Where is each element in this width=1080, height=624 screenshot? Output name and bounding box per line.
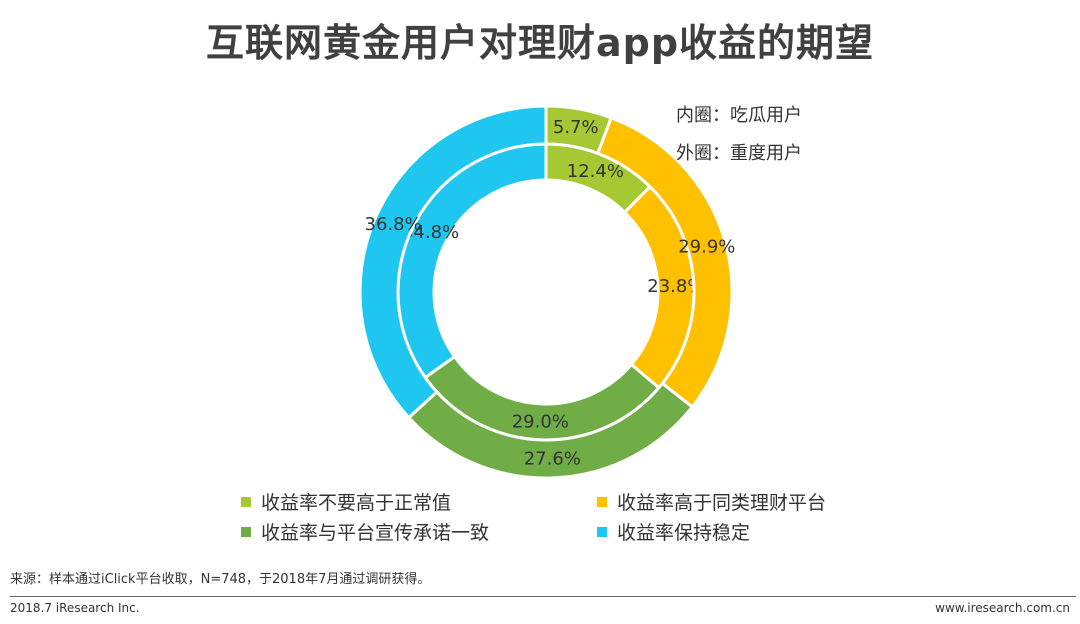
- legend-item-1: 收益率不要高于正常值: [241, 488, 451, 515]
- legend-label-2: 收益率高于同类理财平台: [617, 492, 827, 514]
- inner-ring-label-4: 34.8%: [402, 222, 459, 243]
- chart-title: 互联网黄金用户对理财app收益的期望: [205, 21, 875, 65]
- legend-label-1: 收益率不要高于正常值: [261, 492, 452, 514]
- inner-ring-label-3: 29.0%: [512, 411, 569, 432]
- footer-website: www.iresearch.com.cn: [935, 601, 1070, 615]
- legend-swatch-1: [241, 496, 251, 507]
- legend-item-4: 收益率保持稳定: [597, 518, 750, 545]
- legend-swatch-2: [597, 496, 607, 507]
- outer-ring-label-2: 29.9%: [678, 236, 735, 257]
- inner-ring-label-2: 23.8%: [647, 276, 704, 297]
- outer-ring-note: 外圈：重度用户: [676, 143, 802, 164]
- inner-ring-note: 内圈：吃瓜用户: [676, 105, 802, 126]
- legend-item-2: 收益率高于同类理财平台: [597, 488, 826, 515]
- legend-label-4: 收益率保持稳定: [617, 522, 751, 544]
- source-note: 来源：样本通过iClick平台收取，N=748，于2018年7月通过调研获得。: [10, 572, 431, 587]
- outer-ring-label-3: 27.6%: [524, 448, 581, 469]
- legend-swatch-3: [241, 526, 251, 537]
- inner-ring-label-1: 12.4%: [567, 161, 624, 182]
- footer-copyright: 2018.7 iResearch Inc.: [10, 601, 140, 615]
- legend-label-3: 收益率与平台宣传承诺一致: [261, 522, 490, 544]
- outer-ring-slice-4: [358, 104, 548, 420]
- outer-ring-label-1: 5.7%: [553, 117, 599, 138]
- legend-swatch-4: [597, 526, 607, 537]
- legend-item-3: 收益率与平台宣传承诺一致: [241, 518, 489, 545]
- outer-ring-label-4: 36.8%: [365, 214, 422, 235]
- footer-divider: [10, 596, 1076, 597]
